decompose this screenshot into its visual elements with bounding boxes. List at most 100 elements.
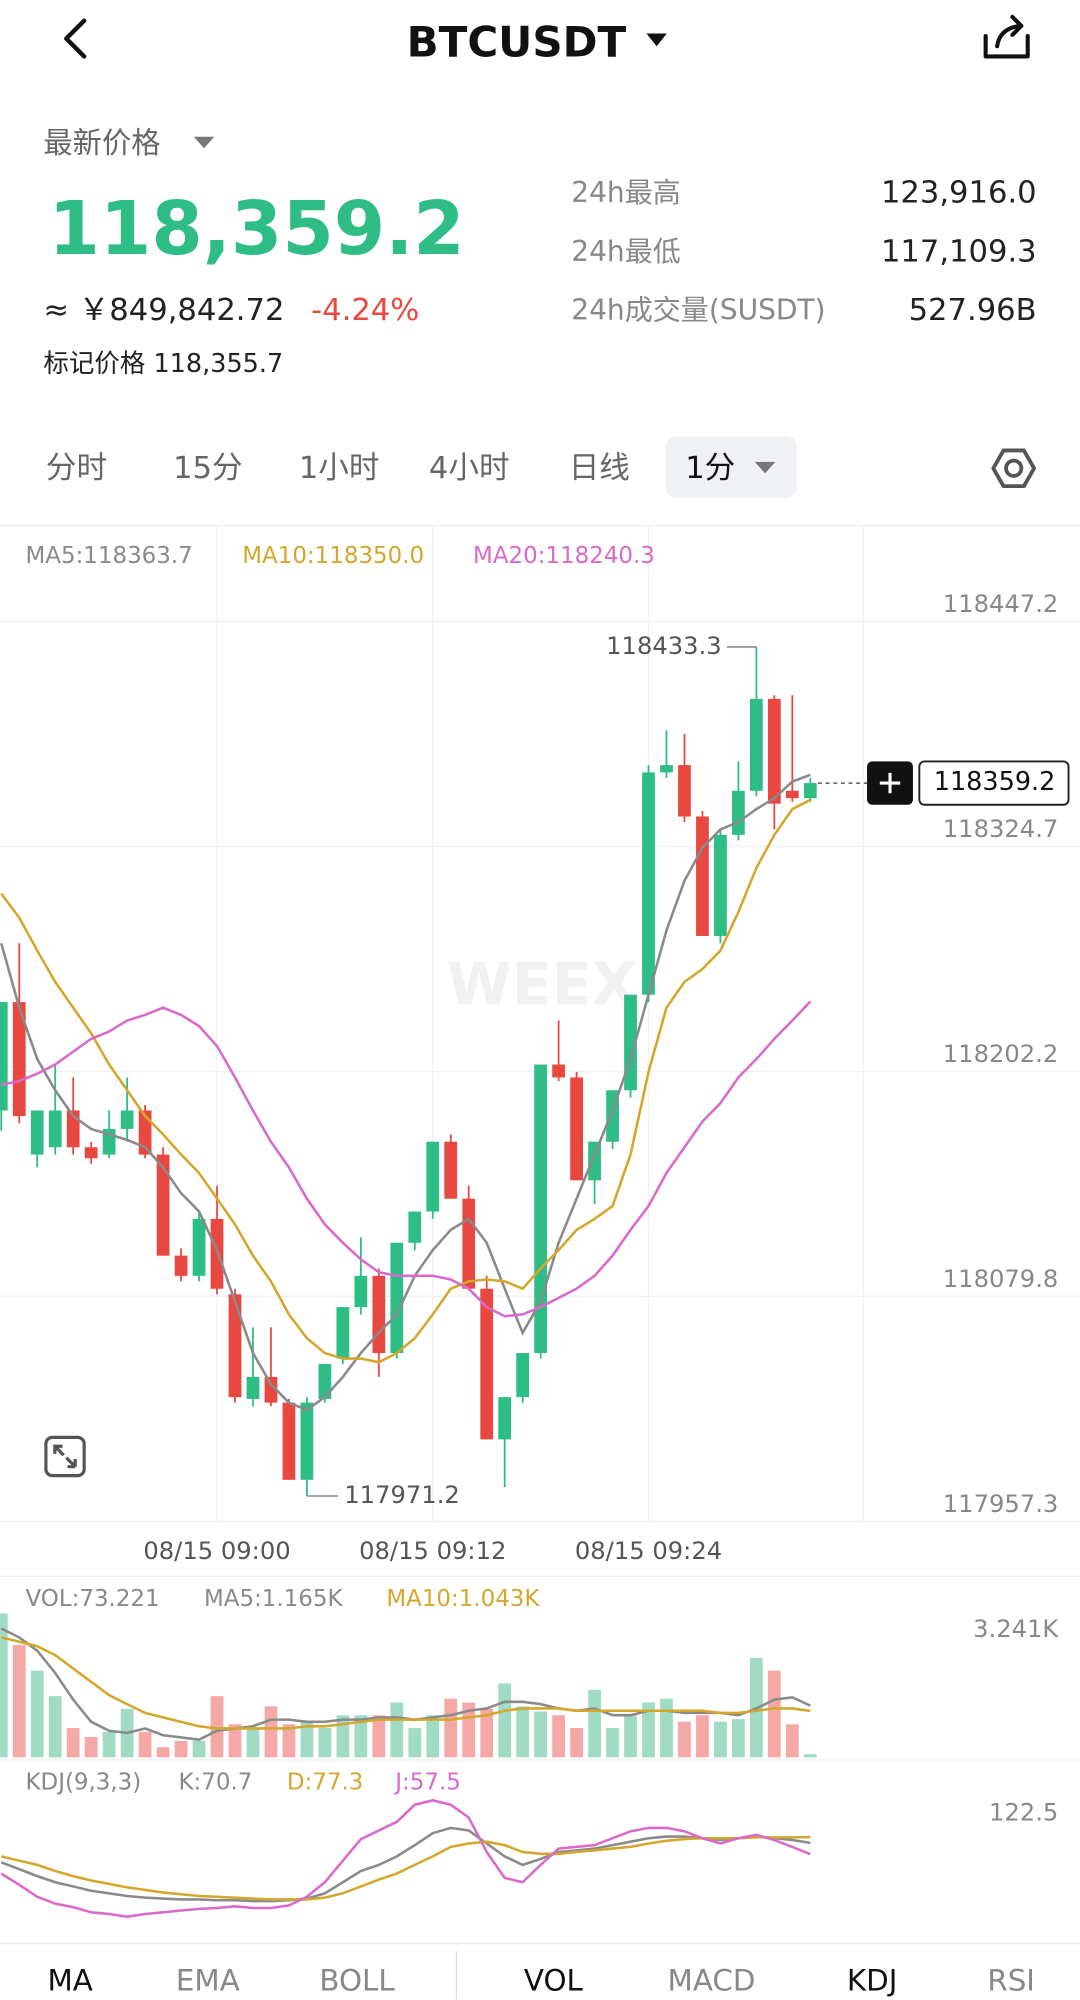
candle-body: [714, 834, 727, 936]
interval-tabs: 分时 15分 1小时 4小时 日线 1分: [46, 451, 735, 486]
candle-body: [516, 1353, 530, 1398]
tab-dropdown[interactable]: [754, 461, 776, 474]
volume-bar: [732, 1719, 745, 1758]
interval-tab[interactable]: 日线: [569, 451, 630, 486]
volume-bar: [318, 1728, 332, 1758]
mark-price: 标记价格 118,355.7: [43, 349, 283, 379]
indicator-tab[interactable]: KDJ: [847, 1963, 897, 1997]
y-tick-label: 118324.7: [943, 815, 1059, 843]
volume-bar: [696, 1715, 709, 1758]
indicator-tab[interactable]: MACD: [668, 1963, 756, 1997]
volume-bar: [300, 1721, 314, 1758]
back-button[interactable]: [64, 18, 87, 59]
volume-bar: [102, 1731, 116, 1758]
indicator-line: [0, 1835, 811, 1901]
settings-button[interactable]: [991, 448, 1037, 489]
volume-bar: [156, 1747, 170, 1758]
indicator-tab[interactable]: BOLL: [319, 1963, 395, 1997]
price-tag-label: 118359.2: [934, 767, 1056, 797]
candle-body: [498, 1397, 512, 1440]
candle-body: [336, 1307, 350, 1359]
max-label: 118433.3: [606, 632, 722, 660]
legend-label: MA20:118240.3: [473, 543, 655, 569]
candle-body: [30, 1110, 44, 1155]
y-tick-label: 117957.3: [943, 1490, 1059, 1518]
indicator-line: [0, 1826, 811, 1903]
candle-body: [552, 1064, 565, 1078]
candle-body: [0, 1002, 8, 1111]
volume-bar: [12, 1645, 26, 1758]
price-dropdown[interactable]: [193, 136, 215, 149]
volume-bar: [606, 1728, 619, 1758]
candle-body: [732, 790, 745, 835]
y-tick-label: 118079.8: [943, 1265, 1059, 1293]
candle-body: [390, 1242, 404, 1354]
indicator-tab[interactable]: MA: [47, 1963, 92, 1997]
candle-body: [246, 1376, 260, 1399]
indicator-line: [0, 798, 811, 1364]
volume-bar: [516, 1706, 530, 1758]
legend-label: VOL:73.221: [26, 1586, 160, 1612]
volume-bar: [390, 1702, 404, 1758]
candle-body: [174, 1255, 188, 1276]
volume-bar: [480, 1708, 494, 1758]
candle-body: [84, 1147, 98, 1159]
volume-bar: [210, 1696, 224, 1758]
legend-label: J:57.5: [393, 1769, 461, 1795]
candle-body: [120, 1110, 134, 1129]
interval-tab[interactable]: 1分: [685, 451, 735, 486]
volume-bar: [785, 1724, 799, 1758]
volume-bar: [426, 1715, 440, 1758]
fullscreen-arrows: [53, 1444, 77, 1469]
indicator-tabs: MA EMA BOLL VOL MACD KDJ RSI: [47, 1963, 1034, 1997]
candle-body: [588, 1141, 601, 1181]
x-tick-label: 08/15 09:12: [359, 1537, 506, 1565]
volume-bar: [66, 1728, 80, 1758]
interval-tab[interactable]: 15分: [173, 451, 243, 486]
volume-bar: [138, 1731, 152, 1758]
indicator-line: [1, 1000, 812, 1318]
indicator-tab[interactable]: RSI: [987, 1963, 1035, 1997]
stat-label: 24h成交量(SUSDT): [571, 293, 825, 326]
volume-bar: [336, 1715, 350, 1758]
share-icon: [983, 33, 1030, 59]
volume-bar: [408, 1728, 422, 1758]
legend-label: MA5:1.165K: [204, 1586, 343, 1612]
x-tick-label: 08/15 09:24: [575, 1537, 722, 1565]
legend-label: KDJ(9,3,3): [26, 1769, 142, 1795]
candle-body: [228, 1294, 242, 1398]
legend-label: D:77.3: [287, 1769, 363, 1795]
volume-bar: [444, 1698, 458, 1758]
interval-tab[interactable]: 分时: [46, 451, 107, 486]
indicator-tab[interactable]: EMA: [176, 1963, 240, 1997]
candle-body: [282, 1402, 296, 1480]
candle-body: [138, 1110, 152, 1155]
volume-bar: [534, 1711, 548, 1758]
volume-bar: [0, 1613, 8, 1758]
active-tab-bg: [665, 436, 797, 498]
change-percent: -4.24%: [311, 293, 419, 328]
candle-body: [192, 1218, 206, 1276]
volume-bar: [642, 1702, 655, 1758]
interval-tab[interactable]: 1小时: [299, 451, 380, 486]
volume-bar: [30, 1670, 44, 1758]
share-button[interactable]: [983, 14, 1030, 59]
symbol-title[interactable]: BTCUSDT: [407, 17, 627, 66]
volume-bar: [767, 1670, 781, 1758]
gear-center: [1004, 458, 1024, 478]
volume-bar: [174, 1740, 188, 1758]
share-arrow: [995, 14, 1024, 49]
candle-body: [300, 1402, 314, 1480]
indicator-tab[interactable]: VOL: [524, 1963, 584, 1997]
fullscreen-button[interactable]: [44, 1435, 86, 1478]
candle-body: [318, 1364, 332, 1399]
legend-label: MA10:118350.0: [242, 543, 424, 569]
candle-body: [785, 790, 799, 799]
interval-tab[interactable]: 4小时: [429, 451, 510, 486]
candle-body: [12, 1002, 26, 1117]
volume-bar: [282, 1724, 296, 1758]
volume-bar: [228, 1724, 242, 1758]
symbol-dropdown[interactable]: [646, 33, 667, 47]
